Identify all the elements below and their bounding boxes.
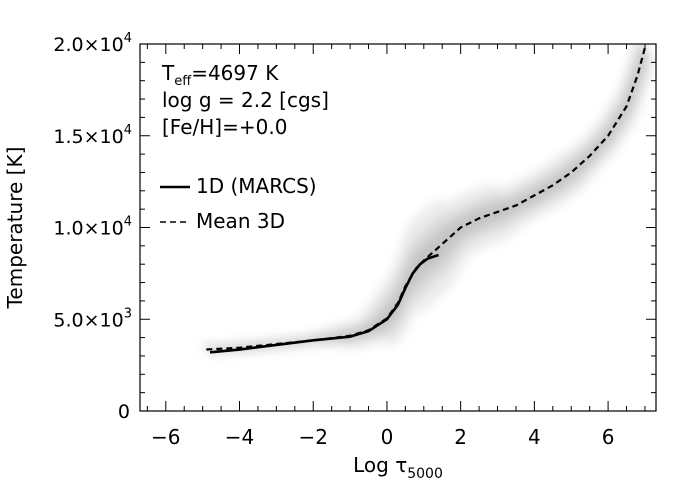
y-tick-mantissa: 5.0×10 bbox=[53, 309, 123, 331]
x-axis-label-main: Log τ bbox=[353, 453, 407, 477]
x-tick-label: −4 bbox=[225, 425, 254, 449]
y-tick-label: 1.5×104 bbox=[53, 123, 132, 148]
legend: 1D (MARCS) Mean 3D bbox=[160, 174, 317, 233]
y-tick-mantissa: 2.0×10 bbox=[53, 34, 123, 56]
legend-label-mean-3d: Mean 3D bbox=[196, 209, 285, 233]
y-tick-mantissa: 1.0×10 bbox=[53, 218, 123, 240]
density-band bbox=[197, 44, 655, 355]
y-tick-exponent: 4 bbox=[124, 215, 132, 230]
x-axis-label-sub: 5000 bbox=[407, 466, 443, 482]
y-tick-mantissa: 1.5×10 bbox=[53, 126, 123, 148]
x-tick-label: 0 bbox=[381, 425, 394, 449]
y-tick-exponent: 4 bbox=[124, 31, 132, 46]
teff-subscript: eff bbox=[174, 74, 192, 89]
teff-annotation: Teff=4697 K bbox=[161, 61, 279, 89]
y-tick-label: 5.0×103 bbox=[53, 306, 132, 331]
x-tick-label: −6 bbox=[151, 425, 180, 449]
x-axis-label: Log τ5000 bbox=[353, 453, 443, 482]
legend-label-1d-marcs: 1D (MARCS) bbox=[196, 174, 317, 198]
y-tick-label: 1.0×104 bbox=[53, 215, 132, 240]
logg-annotation: log g = 2.2 [cgs] bbox=[162, 88, 329, 112]
y-axis-label: Temperature [K] bbox=[3, 147, 27, 310]
y-tick-label: 0 bbox=[118, 401, 130, 423]
series-line-mean-3d bbox=[206, 47, 647, 351]
x-tick-label: 6 bbox=[602, 425, 615, 449]
density-outer bbox=[197, 44, 655, 355]
x-tick-label: −2 bbox=[298, 425, 327, 449]
x-tick-label: 2 bbox=[454, 425, 467, 449]
y-tick-label: 2.0×104 bbox=[53, 31, 132, 56]
x-tick-label: 4 bbox=[528, 425, 541, 449]
metallicity-annotation: [Fe/H]=+0.0 bbox=[162, 115, 287, 139]
3d-density-cloud bbox=[197, 44, 655, 355]
y-tick-exponent: 3 bbox=[124, 306, 132, 321]
series-layer bbox=[206, 47, 647, 354]
teff-value: =4697 K bbox=[191, 61, 279, 85]
y-tick-exponent: 4 bbox=[124, 123, 132, 138]
teff-symbol: T bbox=[161, 61, 175, 85]
